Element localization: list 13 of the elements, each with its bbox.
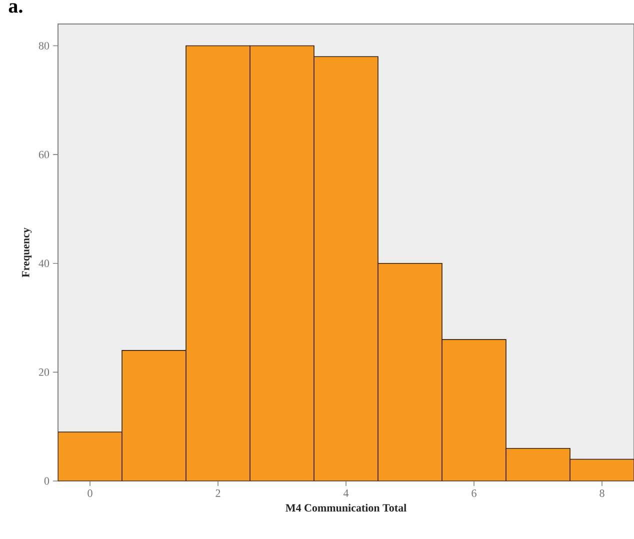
x-tick-label: 8	[600, 490, 604, 497]
x-tick-label: 6	[472, 490, 476, 497]
y-tick-label: 20	[38, 368, 50, 376]
y-tick-label: 80	[38, 42, 50, 50]
y-tick-label: 60	[38, 150, 50, 158]
y-axis-title: Frequency	[22, 228, 32, 278]
x-tick-label: 2	[216, 490, 220, 497]
x-tick-label: 4	[343, 490, 349, 497]
x-tick-label: 0	[88, 490, 92, 497]
chart-title: a.	[8, 3, 22, 13]
y-tick-label: 40	[38, 260, 50, 268]
x-axis-title: M4 Communication Total	[286, 504, 406, 512]
y-tick-label: 0	[44, 477, 50, 485]
